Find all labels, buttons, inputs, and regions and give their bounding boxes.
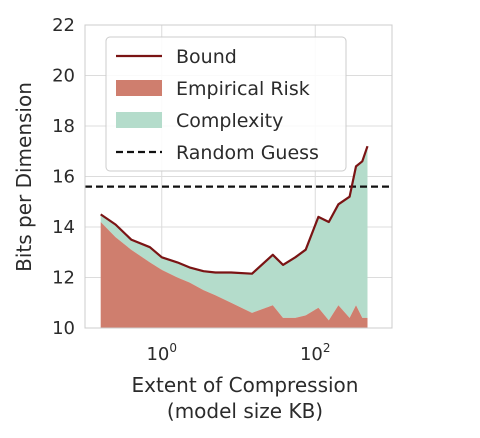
x-tick-labels: 100 102: [146, 341, 330, 365]
legend-label-bound: Bound: [176, 46, 237, 68]
y-tick-label-0: 10: [52, 318, 75, 339]
legend-box: [105, 36, 347, 172]
legend: Bound Empirical Risk Complexity Random G…: [105, 36, 347, 172]
complexity-area-layer: [100, 146, 368, 321]
x-axis-label-line2: (model size KB): [167, 399, 323, 423]
x-tick-label-0: 100: [146, 341, 177, 365]
y-tick-label-6: 22: [52, 15, 75, 36]
y-tick-labels: 10 12 14 16 18 20 22: [52, 15, 75, 339]
y-tick-label-3: 16: [52, 167, 75, 188]
plot-frame: [84, 24, 393, 329]
y-tick-label-5: 20: [52, 66, 75, 87]
y-tick-label-1: 12: [52, 268, 75, 289]
y-tick-label-4: 18: [52, 116, 75, 137]
x-axis-label-line1: Extent of Compression: [132, 373, 359, 397]
empirical-risk-area-layer: [100, 222, 368, 328]
bound-line-layer: [100, 145, 369, 275]
legend-swatch-complexity: [116, 112, 162, 128]
bound-line: [100, 145, 369, 275]
y-tick-label-2: 14: [52, 217, 75, 238]
legend-label-complexity: Complexity: [176, 110, 283, 132]
legend-label-random-guess: Random Guess: [176, 142, 319, 164]
y-axis-label: Bits per Dimension: [12, 82, 36, 272]
legend-label-empirical-risk: Empirical Risk: [176, 78, 310, 100]
x-tick-label-1: 102: [300, 341, 331, 365]
legend-swatch-empirical-risk: [116, 80, 162, 96]
empirical-risk-area: [100, 222, 368, 328]
complexity-area: [100, 146, 368, 321]
